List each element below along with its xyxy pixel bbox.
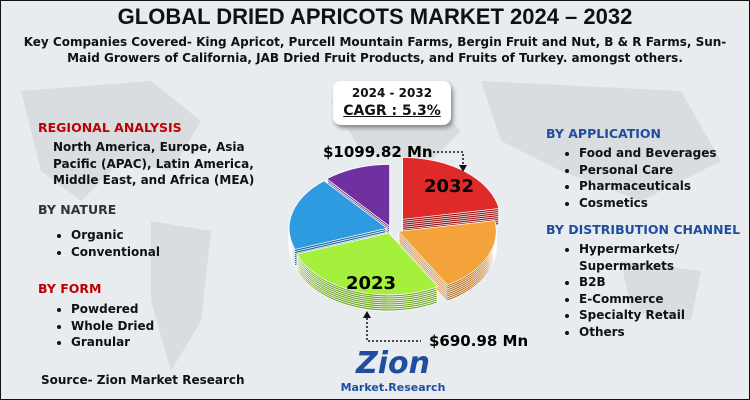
year-2023-label: 2023 — [346, 273, 396, 294]
source: Source- Zion Market Research — [41, 373, 245, 387]
section-heading: BY DISTRIBUTION CHANNEL — [546, 222, 741, 237]
arrow — [433, 151, 464, 169]
pie-slice — [288, 180, 389, 250]
list-item: Pharmaceuticals — [579, 178, 717, 195]
cagr-box: 2024 - 2032 CAGR : 5.3% — [333, 81, 451, 125]
value-2032: $1099.82 Mn — [323, 143, 433, 161]
section-heading: BY APPLICATION — [546, 126, 662, 141]
list-item: Specialty Retail — [579, 307, 709, 324]
logo-tagline: Market.Research — [341, 381, 446, 394]
list: PowderedWhole DriedGranular — [53, 301, 154, 351]
list-item: Whole Dried — [71, 318, 154, 335]
list-item: Hypermarkets/ Supermarkets — [579, 241, 709, 274]
pie-slice — [397, 220, 497, 286]
value-2023: $690.98 Mn — [429, 332, 528, 350]
list-item: Powdered — [71, 301, 154, 318]
list-item: Food and Beverages — [579, 145, 717, 162]
year-2032-label: 2032 — [424, 176, 474, 197]
list: Hypermarkets/ SupermarketsB2BE-CommerceS… — [561, 241, 709, 340]
cagr-label: CAGR : 5.3% — [343, 103, 441, 119]
section-heading: BY NATURE — [38, 202, 117, 217]
list: OrganicConventional — [53, 227, 160, 260]
cagr-period: 2024 - 2032 — [351, 86, 433, 100]
title: GLOBAL DRIED APRICOTS MARKET 2024 – 2032 — [117, 4, 633, 29]
list-item: Cosmetics — [579, 195, 717, 212]
pie-slice — [402, 156, 500, 220]
arrowhead — [459, 165, 467, 172]
list-item: E-Commerce — [579, 291, 709, 308]
logo-name: Zion — [355, 346, 430, 381]
section-heading: BY FORM — [38, 281, 102, 296]
list-item: Conventional — [71, 244, 160, 261]
region-text: North America, Europe, Asia Pacific (APA… — [53, 140, 255, 187]
arrowhead — [363, 311, 371, 318]
pie-slice — [296, 232, 439, 296]
list-item: B2B — [579, 274, 709, 291]
list-item: Personal Care — [579, 162, 717, 179]
subtitle: Key Companies Covered- King Apricot, Pur… — [23, 35, 727, 65]
list-item: Others — [579, 324, 709, 341]
list: Food and BeveragesPersonal CarePharmaceu… — [561, 145, 717, 211]
pie-slice — [325, 163, 391, 228]
section-heading: REGIONAL ANALYSIS — [38, 120, 182, 135]
list-item: Granular — [71, 334, 154, 351]
arrow — [366, 314, 421, 342]
list-item: Organic — [71, 227, 160, 244]
